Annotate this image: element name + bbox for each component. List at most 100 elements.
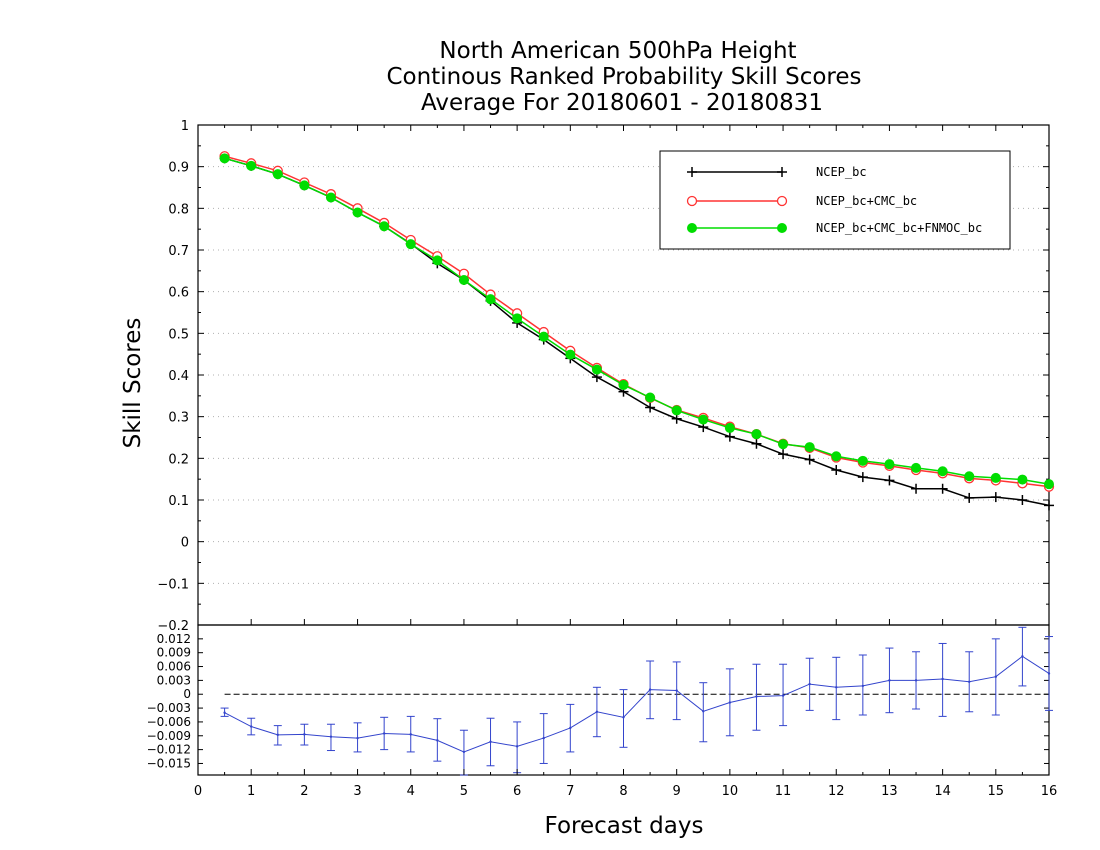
chart-title-line-2: Continous Ranked Probability Skill Score…: [386, 64, 861, 90]
difference-point: [329, 735, 333, 738]
difference-point: [914, 679, 918, 682]
series-point-3: [698, 414, 709, 425]
series-point-3: [804, 442, 815, 453]
series-point-3: [405, 239, 416, 250]
difference-point: [382, 732, 386, 735]
series-point-3: [458, 275, 469, 285]
y-tick-label: 0.2: [168, 452, 189, 467]
diff-y-tick-label: −0.006: [147, 715, 191, 729]
x-tick-label: 6: [513, 784, 521, 799]
difference-point: [968, 680, 971, 683]
difference-point: [595, 710, 599, 713]
x-tick-label: 7: [566, 784, 574, 799]
series-point-1: [751, 438, 762, 449]
legend-label-2: NCEP_bc+CMC_bc: [816, 194, 917, 208]
difference-point: [489, 740, 492, 743]
x-tick-label: 10: [722, 784, 739, 799]
x-tick-label: 11: [775, 784, 792, 799]
series-point-1: [645, 402, 656, 413]
diff-y-tick-label: 0.006: [157, 660, 191, 674]
x-tick-label: 4: [407, 784, 415, 799]
series-point-3: [671, 405, 682, 416]
diff-y-tick-label: 0: [183, 687, 191, 701]
y-tick-label: 0.9: [168, 161, 189, 176]
series-point-3: [937, 466, 948, 477]
y-tick-label: 0.4: [168, 369, 189, 384]
difference-point: [276, 733, 279, 737]
difference-point: [303, 733, 306, 736]
difference-point: [409, 733, 412, 736]
difference-line: [224, 655, 1050, 753]
difference-point: [941, 677, 944, 681]
series-point-3: [325, 192, 336, 203]
y-tick-label: 0.1: [168, 494, 189, 509]
series-point-3: [857, 455, 868, 466]
legend-marker: [687, 223, 697, 233]
series-point-3: [831, 451, 842, 462]
x-tick-label: 1: [247, 784, 255, 799]
x-tick-label: 5: [460, 784, 468, 799]
difference-point: [835, 686, 838, 689]
series-point-1: [964, 492, 975, 503]
y-tick-label: 0.8: [168, 202, 189, 217]
difference-point: [542, 736, 545, 740]
difference-point: [462, 750, 466, 754]
series-point-1: [990, 492, 1001, 503]
series-point-3: [219, 153, 230, 164]
difference-point: [702, 710, 705, 713]
series-point-3: [911, 462, 922, 473]
series-point-3: [591, 364, 602, 375]
series-point-3: [538, 331, 549, 342]
difference-point: [223, 711, 226, 714]
bottom-panel: 0.0120.0090.0060.0030−0.003−0.006−0.009−…: [147, 624, 1057, 799]
y-tick-label: 0.3: [168, 411, 189, 426]
y-tick-label: 0.6: [168, 286, 189, 301]
x-tick-label: 0: [194, 784, 202, 799]
series-point-3: [618, 380, 629, 390]
x-tick-label: 14: [934, 784, 951, 799]
series-point-3: [512, 313, 523, 324]
diff-y-tick-label: −0.003: [147, 701, 191, 715]
difference-point: [356, 736, 359, 740]
difference-point: [436, 739, 439, 742]
difference-point: [675, 689, 678, 692]
diff-y-tick-label: −0.015: [147, 756, 191, 770]
diff-y-tick-label: 0.012: [157, 632, 191, 646]
difference-point: [648, 688, 652, 691]
difference-point: [781, 694, 785, 697]
series-point-1: [804, 454, 815, 465]
series-point-3: [565, 349, 576, 360]
series-point-3: [1017, 474, 1028, 485]
diff-y-tick-label: 0.009: [157, 646, 191, 660]
x-tick-label: 9: [673, 784, 681, 799]
series-point-3: [352, 207, 363, 218]
y-tick-label: 0.7: [168, 244, 189, 259]
y-tick-label: 0.5: [168, 327, 189, 342]
series-point-3: [990, 472, 1001, 483]
difference-point: [249, 725, 253, 728]
x-tick-label: 15: [988, 784, 1005, 799]
series-point-1: [831, 465, 842, 475]
difference-point: [1047, 672, 1051, 675]
legend-marker: [686, 195, 698, 207]
chart-title-line-3: Average For 20180601 - 20180831: [421, 90, 823, 116]
difference-point: [515, 745, 519, 748]
x-tick-label: 3: [353, 784, 361, 799]
series-point-3: [884, 459, 895, 470]
y-tick-label: −0.1: [157, 577, 189, 592]
difference-point: [861, 684, 865, 688]
series-point-1: [724, 431, 735, 442]
x-axis-label: Forecast days: [545, 813, 704, 839]
series-point-3: [1044, 479, 1054, 490]
series-point-3: [964, 471, 975, 482]
series-point-3: [751, 429, 762, 440]
series-point-1: [911, 483, 922, 494]
legend-label-3: NCEP_bc+CMC_bc+FNMOC_bc: [816, 221, 982, 235]
chart-title-line-1: North American 500hPa Height: [439, 38, 796, 64]
difference-point: [888, 679, 891, 682]
series-point-1: [778, 449, 789, 460]
difference-point: [622, 716, 625, 719]
series-point-1: [884, 475, 895, 486]
y-axis-label: Skill Scores: [120, 318, 146, 449]
